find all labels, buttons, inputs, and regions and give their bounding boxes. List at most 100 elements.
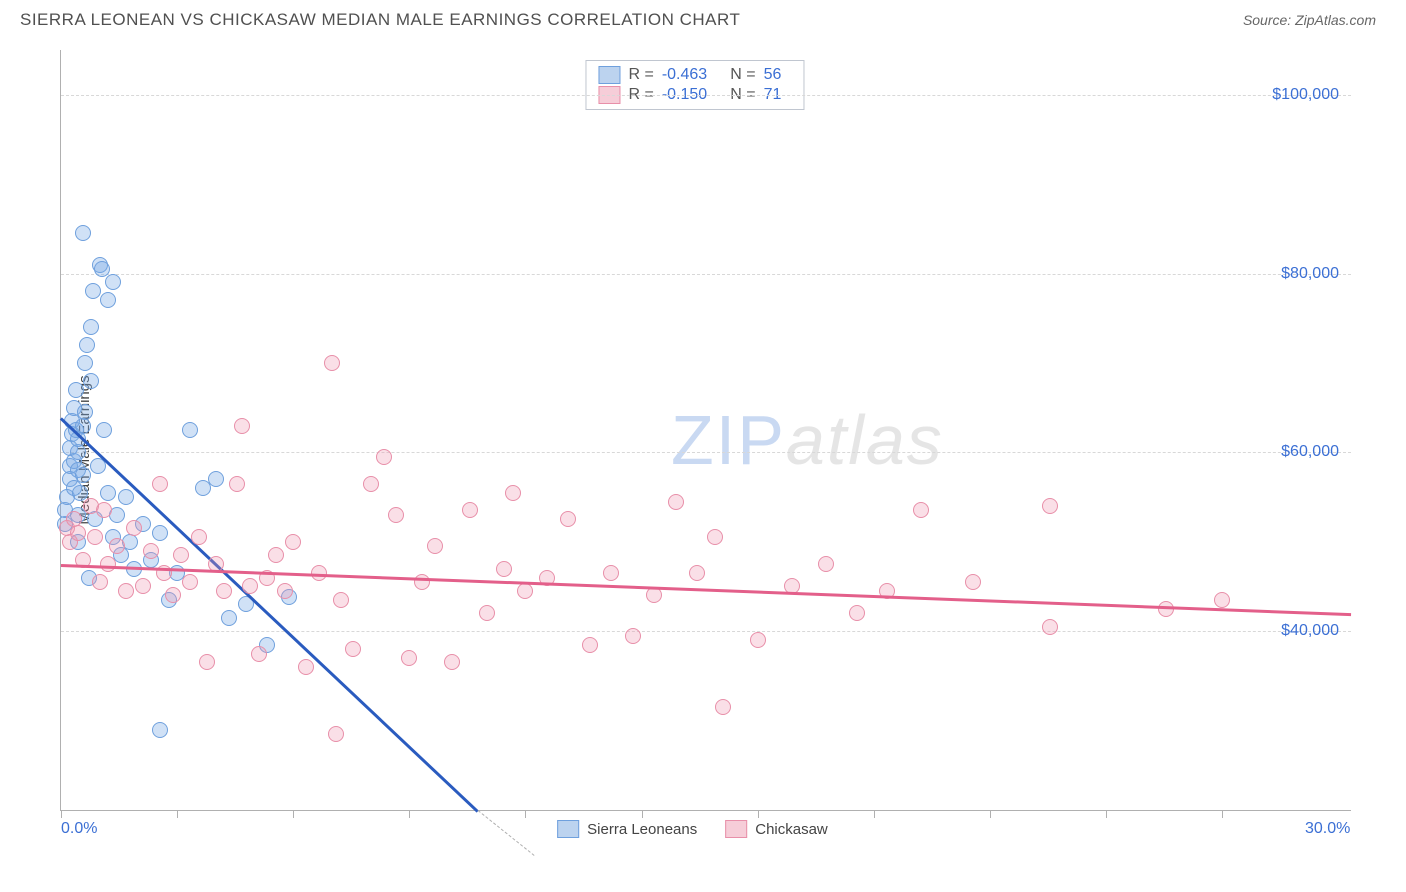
gridline: [61, 274, 1351, 275]
stat-r-value: -0.463: [662, 66, 718, 84]
x-tick: [642, 810, 643, 818]
x-tick: [990, 810, 991, 818]
scatter-point: [83, 373, 99, 389]
scatter-point: [182, 422, 198, 438]
scatter-point: [328, 726, 344, 742]
scatter-point: [118, 583, 134, 599]
x-tick: [61, 810, 62, 818]
scatter-point: [582, 637, 598, 653]
scatter-point: [376, 449, 392, 465]
scatter-point: [79, 337, 95, 353]
scatter-point: [750, 632, 766, 648]
scatter-point: [251, 646, 267, 662]
scatter-point: [913, 502, 929, 518]
scatter-point: [83, 319, 99, 335]
gridline: [61, 452, 1351, 453]
scatter-point: [414, 574, 430, 590]
legend-label: Chickasaw: [755, 821, 828, 838]
scatter-point: [1042, 619, 1058, 635]
legend-label: Sierra Leoneans: [587, 821, 697, 838]
legend-bottom: Sierra Leoneans Chickasaw: [557, 820, 828, 838]
stat-n-label: N =: [726, 66, 756, 84]
scatter-point: [216, 583, 232, 599]
scatter-point: [68, 382, 84, 398]
scatter-point: [96, 422, 112, 438]
scatter-point: [668, 494, 684, 510]
scatter-point: [1042, 498, 1058, 514]
scatter-point: [77, 355, 93, 371]
scatter-point: [277, 583, 293, 599]
scatter-point: [85, 283, 101, 299]
x-tick: [1222, 810, 1223, 818]
y-tick-label: $40,000: [1281, 622, 1339, 640]
scatter-point: [496, 561, 512, 577]
scatter-point: [165, 587, 181, 603]
gridline: [61, 95, 1351, 96]
plot-area: ZIPatlas R =-0.463 N =56R =-0.150 N =71 …: [60, 50, 1351, 811]
scatter-point: [135, 578, 151, 594]
scatter-point: [143, 543, 159, 559]
scatter-point: [118, 489, 134, 505]
scatter-point: [77, 404, 93, 420]
x-tick: [525, 810, 526, 818]
scatter-point: [268, 547, 284, 563]
source-label: Source: ZipAtlas.com: [1243, 12, 1376, 28]
stat-n-value: 56: [764, 66, 792, 84]
chart-container: Median Male Earnings ZIPatlas R =-0.463 …: [20, 40, 1386, 860]
scatter-point: [208, 471, 224, 487]
scatter-point: [517, 583, 533, 599]
x-tick: [177, 810, 178, 818]
scatter-point: [126, 520, 142, 536]
scatter-point: [87, 529, 103, 545]
scatter-point: [363, 476, 379, 492]
scatter-point: [818, 556, 834, 572]
scatter-point: [182, 574, 198, 590]
scatter-point: [625, 628, 641, 644]
watermark: ZIPatlas: [671, 400, 944, 480]
legend-swatch: [557, 820, 579, 838]
y-tick-label: $80,000: [1281, 265, 1339, 283]
scatter-point: [333, 592, 349, 608]
scatter-point: [100, 556, 116, 572]
trend-line: [60, 417, 479, 812]
scatter-point: [152, 525, 168, 541]
scatter-point: [105, 274, 121, 290]
stats-box: R =-0.463 N =56R =-0.150 N =71: [585, 60, 804, 110]
chart-title: SIERRA LEONEAN VS CHICKASAW MEDIAN MALE …: [20, 10, 740, 30]
scatter-point: [96, 502, 112, 518]
legend-swatch: [725, 820, 747, 838]
scatter-point: [603, 565, 619, 581]
y-tick-label: $100,000: [1272, 86, 1339, 104]
scatter-point: [298, 659, 314, 675]
scatter-point: [324, 355, 340, 371]
x-tick: [409, 810, 410, 818]
scatter-point: [646, 587, 662, 603]
scatter-point: [505, 485, 521, 501]
x-tick: [293, 810, 294, 818]
x-tick: [1106, 810, 1107, 818]
scatter-point: [427, 538, 443, 554]
x-tick-label: 30.0%: [1305, 820, 1350, 838]
scatter-point: [152, 476, 168, 492]
scatter-point: [191, 529, 207, 545]
scatter-point: [152, 722, 168, 738]
scatter-point: [715, 699, 731, 715]
scatter-point: [234, 418, 250, 434]
scatter-point: [173, 547, 189, 563]
x-tick: [758, 810, 759, 818]
legend-swatch: [598, 66, 620, 84]
scatter-point: [75, 467, 91, 483]
scatter-point: [199, 654, 215, 670]
gridline: [61, 631, 1351, 632]
scatter-point: [965, 574, 981, 590]
scatter-point: [75, 225, 91, 241]
scatter-point: [221, 610, 237, 626]
stats-row: R = -0.463 N = 56: [598, 65, 791, 85]
y-tick-label: $60,000: [1281, 443, 1339, 461]
scatter-point: [479, 605, 495, 621]
scatter-point: [70, 525, 86, 541]
stat-r-label: R =: [628, 66, 653, 84]
legend-item: Chickasaw: [725, 820, 828, 838]
scatter-point: [689, 565, 705, 581]
scatter-point: [92, 574, 108, 590]
